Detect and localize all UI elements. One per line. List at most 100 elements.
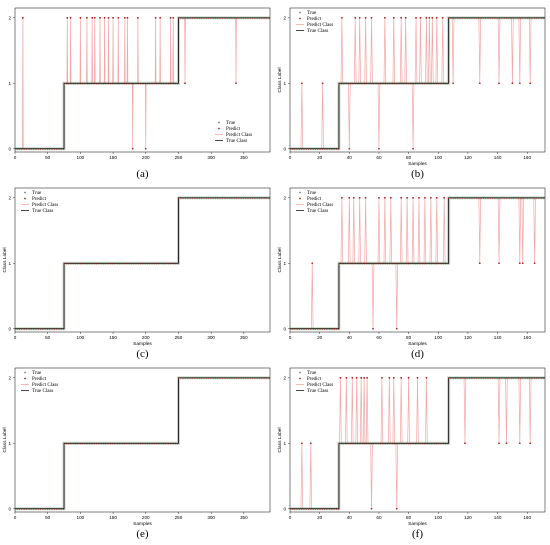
predict-point <box>513 197 514 199</box>
predict-point <box>308 508 309 510</box>
predict-point <box>189 197 191 199</box>
predict-point <box>419 83 421 85</box>
predict-point <box>240 17 242 19</box>
legend-predict-marker <box>24 377 26 380</box>
mispredict-point <box>400 196 403 199</box>
predict-point <box>291 148 293 150</box>
predict-point <box>156 263 158 265</box>
predict-point <box>538 17 540 19</box>
predict-point <box>540 17 542 19</box>
predict-point <box>494 17 496 19</box>
predict-point <box>375 83 377 85</box>
predict-point <box>30 508 32 510</box>
predict-point <box>140 263 141 265</box>
predict-point <box>315 148 316 150</box>
mispredict-point <box>99 16 101 19</box>
mispredict-point <box>172 16 175 19</box>
mispredict-point <box>498 262 500 265</box>
predict-point <box>533 17 535 19</box>
mispredict-point <box>300 442 303 445</box>
predict-point <box>296 148 298 150</box>
x-tick-label: 120 <box>464 155 472 160</box>
predict-point <box>105 263 107 265</box>
predict-point <box>249 377 251 379</box>
predict-point <box>144 83 146 85</box>
mispredict-point <box>333 327 336 330</box>
predict-point <box>496 377 498 379</box>
predict-point <box>391 83 393 85</box>
predict-point <box>201 17 203 19</box>
predict-point <box>259 197 261 199</box>
predict-point <box>368 443 370 445</box>
predict-point <box>63 148 65 150</box>
predict-point <box>382 443 384 445</box>
predict-point <box>261 197 263 199</box>
legend-true-marker <box>299 191 301 194</box>
y-tick-label: 2 <box>8 15 11 20</box>
predict-point <box>252 377 254 379</box>
mispredict-point <box>383 16 386 19</box>
predict-point <box>501 17 503 19</box>
chart-panel-a: 0 50 100 150 200 250 300 350 0 1 2 True Predict Predi… <box>0 0 275 180</box>
predict-point <box>408 443 409 445</box>
predict-point <box>196 197 198 199</box>
predict-point <box>210 197 212 199</box>
predict-point <box>165 83 167 85</box>
predict-point <box>261 377 263 379</box>
predict-point <box>128 83 130 85</box>
predict-point <box>247 197 249 199</box>
x-tick-label: 100 <box>434 155 442 160</box>
predict-point <box>247 377 249 379</box>
mispredict-point <box>79 16 82 19</box>
predict-point <box>508 197 510 199</box>
predict-point <box>68 443 70 445</box>
predict-point <box>298 328 300 330</box>
panel-caption: (a) <box>136 168 149 180</box>
predict-point <box>499 17 501 19</box>
predict-point <box>205 377 207 379</box>
predict-point <box>503 377 505 379</box>
predict-point <box>531 197 533 199</box>
predict-point <box>165 263 167 265</box>
predict-point <box>391 263 393 265</box>
x-tick-label: 200 <box>142 515 150 520</box>
mispredict-point <box>416 376 419 379</box>
predict-point <box>91 443 93 445</box>
predict-point <box>160 83 162 85</box>
plot-frame <box>14 367 271 513</box>
legend-label: Predict <box>226 127 241 132</box>
predict-point <box>492 17 494 19</box>
predict-point <box>445 263 447 265</box>
predict-point <box>100 443 102 445</box>
chart-panel-d: 0 20 40 60 80 100 120 140 160 0 1 2 Samples Class Lab… <box>275 180 550 360</box>
predict-point <box>123 443 125 445</box>
predict-point <box>433 263 435 265</box>
predict-point <box>224 197 226 199</box>
predict-point <box>319 328 321 330</box>
predict-point <box>347 263 349 265</box>
x-tick-label: 250 <box>175 335 183 340</box>
predict-point <box>44 508 46 510</box>
predict-point <box>345 83 347 85</box>
predict-point <box>16 148 18 150</box>
predict-point <box>326 328 328 330</box>
predict-point <box>140 443 141 445</box>
predict-point <box>538 377 540 379</box>
predict-point <box>119 263 121 265</box>
x-tick-label: 300 <box>207 335 215 340</box>
predict-point <box>489 17 491 19</box>
predict-point <box>338 328 340 330</box>
predict-point <box>235 377 237 379</box>
x-tick-label: 100 <box>77 155 85 160</box>
predict-point <box>28 508 30 510</box>
x-tick-label: 20 <box>317 335 323 340</box>
predict-point <box>533 377 535 379</box>
predict-point <box>363 443 365 445</box>
mispredict-point <box>66 16 69 19</box>
predict-point <box>114 443 116 445</box>
mispredict-point <box>154 16 157 19</box>
predict-point <box>529 377 531 379</box>
predict-point <box>165 443 167 445</box>
predict-point <box>263 377 265 379</box>
predict-point <box>405 263 407 265</box>
